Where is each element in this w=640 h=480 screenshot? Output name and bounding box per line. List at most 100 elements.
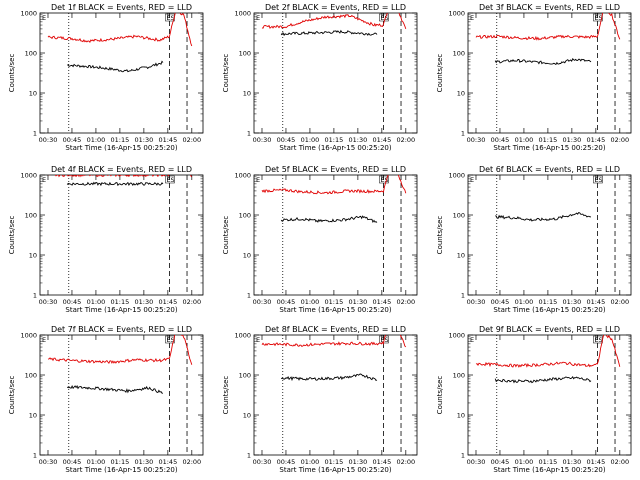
plot-frame [467,174,632,296]
events-trace [494,58,592,66]
y-tick-label: 100 [25,372,37,380]
e-marker-label: E [256,336,260,344]
x-tick-label: 00:45 [277,458,296,466]
x-tick-label: 01:30 [135,136,154,144]
x-tick-label: 01:15 [539,458,558,466]
panel-title: Det 1f BLACK = Events, RED = LLD [51,3,192,12]
x-tick-label: 01:00 [515,458,534,466]
panel-2: Det 2f BLACK = Events, RED = LLD 1 10 100 10… [222,3,418,152]
x-tick-label: 00:45 [491,136,510,144]
x-tick-label: 00:30 [253,298,272,306]
y-tick-label: 1000 [234,172,251,180]
x-axis-label: Start Time (16-Apr-15 00:25:20) [493,306,605,314]
y-tick-label: 1000 [448,10,465,18]
x-axis-label: Start Time (16-Apr-15 00:25:20) [279,144,391,152]
x-tick-label: 00:30 [253,458,272,466]
plot-frame [253,334,418,456]
x-tick-label: 00:45 [63,136,82,144]
events-trace [280,373,378,382]
x-tick-label: 02:00 [396,458,415,466]
lld-trace [47,13,193,47]
x-tick-label: 01:00 [515,298,534,306]
x-tick-label: 02:00 [610,458,629,466]
plot-frame [253,12,418,134]
lld-trace [261,335,407,348]
y-tick-label: 1 [247,130,251,138]
x-tick-label: 01:15 [111,458,130,466]
y-axis-label: Counts/sec [222,216,230,255]
y-tick-label: 1 [247,292,251,300]
y-tick-label: 100 [239,372,251,380]
events-trace [494,375,592,384]
panel-4: Det 4f BLACK = Events, RED = LLD 1 10 100 10… [8,165,204,314]
e-marker-label: E [470,14,474,22]
y-axis-label: Counts/sec [8,216,16,255]
x-tick-label: 01:15 [111,298,130,306]
y-tick-label: 1 [461,452,465,460]
e-marker-label: E [380,14,384,22]
y-tick-label: 10 [243,90,251,98]
panel-5: Det 5f BLACK = Events, RED = LLD 1 10 100 10… [222,165,418,314]
e-marker-label: E [380,176,384,184]
x-tick-label: 00:30 [253,136,272,144]
y-tick-label: 1000 [448,172,465,180]
y-tick-label: 1 [247,452,251,460]
y-axis-label: Counts/sec [222,376,230,415]
y-axis-label: Counts/sec [436,216,444,255]
panel-6: Det 6f BLACK = Events, RED = LLD 1 10 100 10… [436,165,632,314]
x-tick-label: 01:00 [87,298,106,306]
plot-frame [39,12,204,134]
panel-3: Det 3f BLACK = Events, RED = LLD 1 10 100 10… [436,3,632,152]
x-tick-label: 00:45 [491,458,510,466]
s-marker-label: S [170,336,174,344]
x-tick-label: 01:00 [87,458,106,466]
x-tick-label: 00:30 [39,298,58,306]
panel-7: Det 7f BLACK = Events, RED = LLD 1 10 100 10… [8,325,204,474]
marker-box [165,335,175,344]
y-tick-label: 100 [25,50,37,58]
x-tick-label: 01:45 [372,458,391,466]
events-trace [280,215,378,223]
x-tick-label: 02:00 [182,298,201,306]
x-axis-label: Start Time (16-Apr-15 00:25:20) [493,144,605,152]
x-tick-label: 00:45 [277,298,296,306]
x-tick-label: 00:45 [63,298,82,306]
x-tick-label: 02:00 [610,136,629,144]
y-tick-label: 1 [33,292,37,300]
x-tick-label: 00:30 [467,458,486,466]
x-axis-label: Start Time (16-Apr-15 00:25:20) [65,466,177,474]
x-tick-label: 02:00 [182,136,201,144]
y-tick-label: 10 [243,252,251,260]
marker-box [165,175,175,184]
y-tick-label: 100 [453,372,465,380]
events-trace [66,385,163,394]
s-marker-label: S [384,14,388,22]
x-tick-label: 02:00 [182,458,201,466]
y-tick-label: 1000 [448,332,465,340]
panel-title: Det 9f BLACK = Events, RED = LLD [479,325,620,334]
x-tick-label: 01:45 [372,298,391,306]
e-marker-label: E [166,14,170,22]
x-tick-label: 01:00 [301,136,320,144]
e-marker-label: E [594,14,598,22]
e-marker-label: E [256,176,260,184]
x-tick-label: 01:45 [586,298,605,306]
lld-trace [475,13,621,41]
events-trace [280,29,378,37]
x-axis-label: Start Time (16-Apr-15 00:25:20) [65,306,177,314]
x-tick-label: 02:00 [396,136,415,144]
s-marker-label: S [598,14,602,22]
y-tick-label: 1 [461,130,465,138]
e-marker-label: E [380,336,384,344]
s-marker-label: S [384,336,388,344]
events-trace [66,181,164,187]
x-tick-label: 01:30 [563,298,582,306]
s-marker-label: S [170,14,174,22]
x-tick-label: 01:15 [111,136,130,144]
y-tick-label: 1 [33,130,37,138]
y-tick-label: 10 [457,252,465,260]
e-marker-label: E [470,176,474,184]
events-trace [495,211,592,222]
panel-title: Det 6f BLACK = Events, RED = LLD [479,165,620,174]
y-tick-label: 1000 [20,172,37,180]
